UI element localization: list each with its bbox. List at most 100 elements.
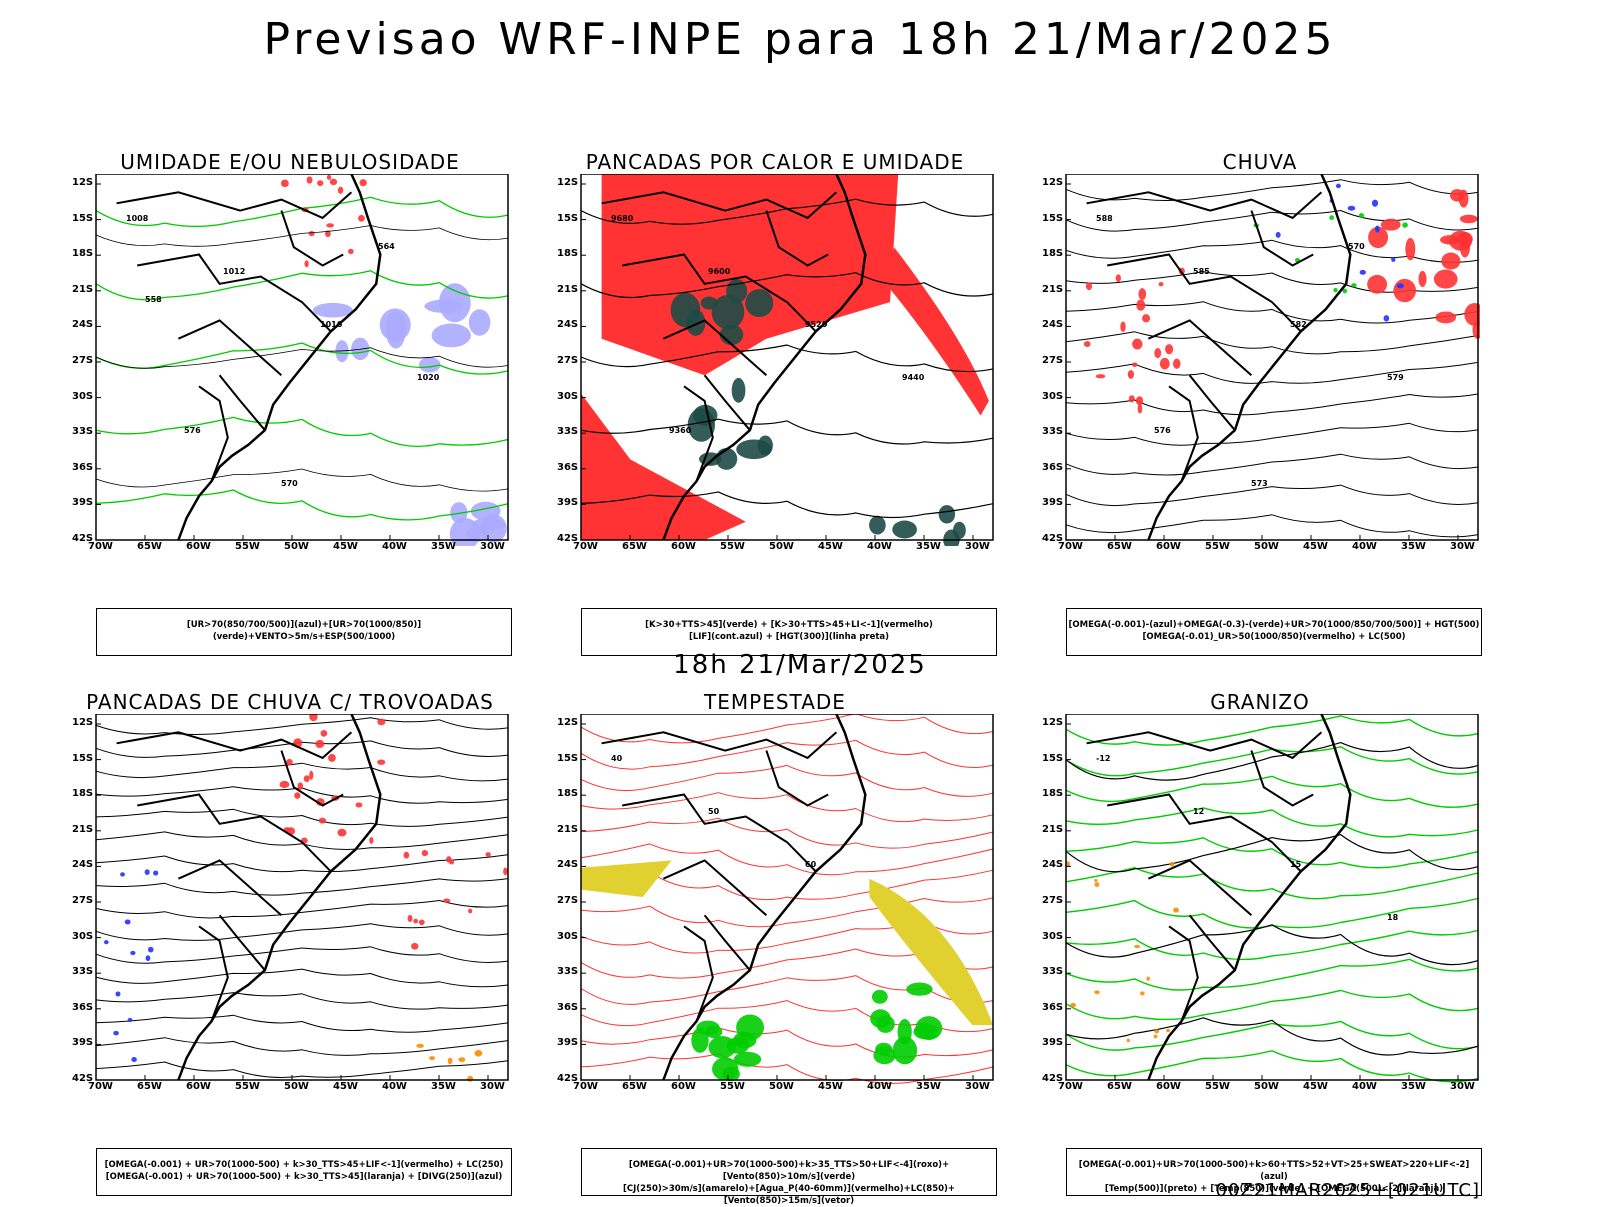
blue-area bbox=[144, 869, 150, 876]
lon-label: 45W bbox=[1303, 541, 1328, 552]
lat-label: 15S bbox=[72, 752, 94, 764]
red-area bbox=[407, 914, 413, 923]
blue-area bbox=[127, 1017, 133, 1023]
red-contour-dash bbox=[308, 231, 315, 237]
red-area bbox=[1083, 340, 1091, 347]
streamline bbox=[95, 854, 509, 873]
lat-label: 39S bbox=[72, 1037, 94, 1049]
red-contour bbox=[580, 1027, 994, 1058]
green-contour bbox=[1065, 715, 1479, 746]
lat-label: 12S bbox=[1042, 177, 1064, 188]
lat-label: 42S bbox=[557, 1073, 579, 1084]
streamline bbox=[1065, 179, 1479, 202]
green-area bbox=[736, 1014, 764, 1041]
orange-area bbox=[1094, 882, 1100, 887]
red-area bbox=[1120, 321, 1126, 333]
humidity-area bbox=[424, 299, 464, 313]
country-border bbox=[703, 914, 751, 971]
lat-label: 33S bbox=[72, 426, 94, 438]
lat-label: 27S bbox=[1042, 895, 1064, 906]
lon-label: 65W bbox=[1107, 541, 1132, 552]
country-border bbox=[1168, 385, 1199, 482]
map-canvas bbox=[95, 714, 509, 1082]
map-panel-4: PANCADAS DE CHUVA C/ TROVOADAS 12S 15S 18S 2… bbox=[70, 690, 512, 1196]
red-area bbox=[468, 908, 473, 914]
lat-label: 12S bbox=[72, 717, 94, 728]
jet-area bbox=[581, 860, 672, 897]
lon-label: 65W bbox=[622, 1081, 647, 1092]
red-contour-dash bbox=[306, 176, 313, 184]
lat-label: 30S bbox=[72, 390, 94, 402]
lon-label: 40W bbox=[867, 1081, 892, 1092]
lat-label: 39S bbox=[557, 497, 579, 509]
map-canvas bbox=[1065, 174, 1480, 541]
lat-label: 42S bbox=[72, 533, 94, 544]
red-area bbox=[1115, 274, 1121, 283]
temp-contour bbox=[1065, 1017, 1479, 1056]
green-area bbox=[1358, 213, 1365, 219]
red-contour-dash bbox=[358, 214, 365, 222]
red-contour-dash bbox=[324, 230, 331, 238]
green-area bbox=[871, 989, 888, 1004]
lon-label: 55W bbox=[720, 1081, 745, 1092]
green-contour bbox=[1065, 929, 1479, 961]
blue-area bbox=[1375, 225, 1380, 233]
lon-label: 40W bbox=[867, 541, 892, 552]
lat-label: 27S bbox=[72, 895, 94, 906]
red-contour bbox=[580, 739, 994, 770]
hgt-contour bbox=[580, 272, 994, 299]
lat-label: 12S bbox=[557, 717, 579, 728]
red-area bbox=[449, 859, 455, 865]
lat-label: 15S bbox=[72, 212, 94, 224]
panel-title: PANCADAS POR CALOR E UMIDADE bbox=[585, 150, 965, 174]
red-area bbox=[403, 851, 410, 859]
red-area bbox=[315, 739, 325, 749]
map-background bbox=[96, 174, 508, 540]
country-border bbox=[1147, 859, 1253, 917]
orange-area bbox=[1134, 944, 1141, 949]
green-contour bbox=[95, 270, 509, 301]
lon-label: 65W bbox=[137, 1081, 162, 1092]
streamline bbox=[95, 968, 509, 988]
green-area bbox=[870, 1009, 891, 1028]
green-contour bbox=[95, 489, 509, 521]
streamline bbox=[1065, 514, 1479, 538]
contour-label: 564 bbox=[378, 242, 395, 251]
legend-line: [OMEGA(-0.01)_UR>50(1000/850)(vermelho) … bbox=[1142, 632, 1406, 642]
lat-label: 27S bbox=[557, 355, 579, 366]
red-contour bbox=[580, 897, 994, 928]
lat-label: 18S bbox=[72, 248, 94, 260]
contour-label: 579 bbox=[1387, 373, 1404, 382]
red-area bbox=[1459, 236, 1471, 258]
lon-label: 45W bbox=[333, 541, 358, 552]
lat-label: 39S bbox=[1042, 1037, 1064, 1049]
lon-label: 55W bbox=[235, 541, 260, 552]
lat-label: 21S bbox=[72, 823, 94, 835]
green-area bbox=[691, 1027, 709, 1053]
streamline bbox=[95, 1014, 509, 1033]
teal-area bbox=[731, 377, 746, 403]
green-contour bbox=[1065, 958, 1479, 991]
contour-label: 9680 bbox=[611, 214, 634, 223]
contour-label: 1012 bbox=[223, 267, 246, 276]
lat-label: 36S bbox=[1042, 461, 1064, 473]
humidity-area bbox=[418, 357, 441, 373]
lat-label: 27S bbox=[1042, 355, 1064, 366]
teal-area bbox=[869, 515, 886, 535]
green-area bbox=[1402, 222, 1408, 228]
coastline bbox=[1147, 174, 1352, 541]
lat-label: 30S bbox=[72, 930, 94, 942]
red-contour-dash bbox=[337, 186, 344, 194]
streamline bbox=[95, 808, 509, 827]
lon-label: 35W bbox=[431, 541, 456, 552]
lon-label: 30W bbox=[480, 541, 505, 552]
streamline bbox=[95, 831, 509, 850]
jet-area bbox=[869, 878, 993, 1026]
red-area bbox=[443, 898, 451, 903]
isobar bbox=[95, 225, 509, 247]
red-area bbox=[1440, 235, 1460, 245]
country-border bbox=[1107, 793, 1302, 873]
lon-label: 70W bbox=[1058, 541, 1083, 552]
coastline bbox=[177, 174, 382, 541]
green-contour bbox=[95, 342, 509, 375]
